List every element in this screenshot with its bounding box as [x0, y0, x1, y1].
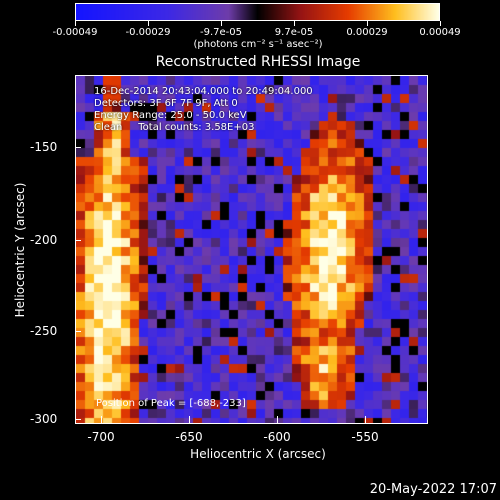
y-axis-label: Heliocentric Y (arcsec)	[13, 182, 27, 318]
colorbar-tick	[75, 21, 76, 26]
colorbar-tick-label: 0.00049	[419, 27, 461, 38]
y-tick	[75, 419, 81, 420]
x-tick	[101, 416, 102, 423]
plot-title: Reconstructed RHESSI Image	[155, 54, 361, 70]
colorbar-gradient	[76, 4, 439, 20]
colorbar-tick-label: -9.7e-05	[200, 27, 242, 38]
info-clean-counts: Clean Total counts: 3.58E+03	[94, 122, 255, 133]
info-time-range: 16-Dec-2014 20:43:04.000 to 20:49:04.000	[94, 86, 313, 97]
colorbar-tick-label: 0.00029	[346, 27, 388, 38]
colorbar-tick-label: -0.00029	[125, 27, 171, 38]
info-detectors: Detectors: 3F 6F 7F 9F, Att 0	[94, 98, 238, 109]
y-tick-label: -250	[30, 324, 58, 338]
y-tick	[75, 331, 81, 332]
colorbar-tick-label: -0.00049	[52, 27, 98, 38]
colorbar-tick	[367, 21, 368, 26]
x-tick-label: -650	[175, 430, 203, 444]
peak-position-label: Position of Peak = [-688,-233]	[96, 398, 246, 409]
colorbar-tick	[294, 21, 295, 26]
colorbar-tick	[148, 21, 149, 26]
y-tick	[75, 240, 81, 241]
y-tick	[75, 147, 81, 148]
y-tick-label: -300	[30, 412, 58, 426]
x-tick	[365, 416, 366, 423]
y-tick-label: -150	[30, 140, 58, 154]
info-energy-range: Energy Range: 25.0 - 50.0 keV	[94, 110, 247, 121]
rhessi-image-plot: 16-Dec-2014 20:43:04.000 to 20:49:04.000…	[75, 75, 428, 424]
colorbar-units: (photons cm⁻² s⁻¹ asec⁻²)	[193, 39, 323, 50]
generation-timestamp: 20-May-2022 17:07	[369, 482, 497, 497]
x-tick-label: -700	[87, 430, 115, 444]
x-tick	[277, 416, 278, 423]
x-tick	[189, 416, 190, 423]
x-tick-label: -600	[263, 430, 291, 444]
colorbar-tick-label: 9.7e-05	[274, 27, 314, 38]
y-tick-label: -200	[30, 233, 58, 247]
colorbar-tick	[440, 21, 441, 26]
colorbar	[75, 3, 440, 21]
x-axis-label: Heliocentric X (arcsec)	[190, 447, 326, 461]
rhessi-image-map	[76, 76, 427, 423]
colorbar-tick	[221, 21, 222, 26]
x-tick-label: -550	[351, 430, 379, 444]
